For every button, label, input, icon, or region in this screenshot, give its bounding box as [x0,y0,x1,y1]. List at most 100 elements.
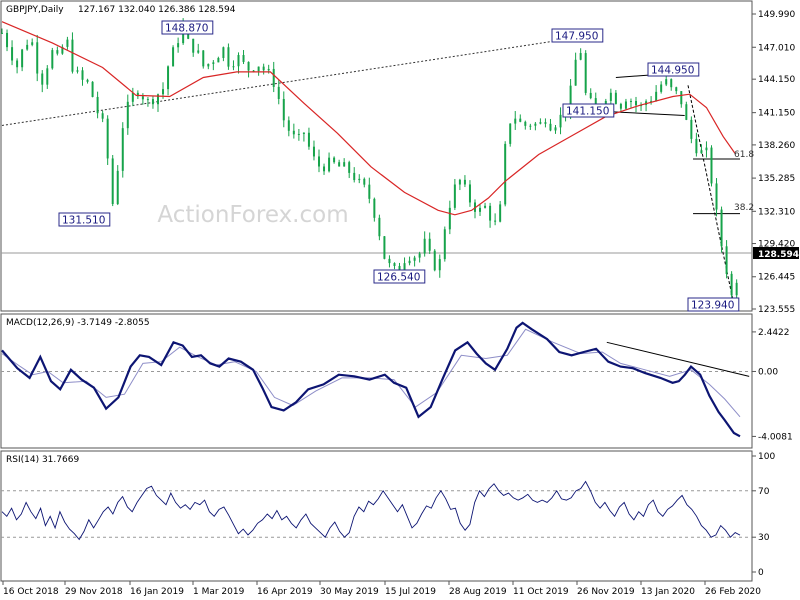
candle-body [192,38,195,53]
rsi-tick-label: 0 [758,568,764,578]
candle-body [413,257,416,261]
price-tick-label: 149.990 [758,10,795,20]
price-label-box [551,28,604,43]
candle-body [328,157,331,172]
rsi-header: RSI(14) 31.7669 [6,455,79,465]
date-tick-label: 16 Apr 2019 [257,587,313,597]
candle-body [519,118,522,122]
candle-body [247,61,250,71]
chart-header-ohlc: 127.167 132.040 126.386 128.594 [78,5,236,15]
date-tick-label: 26 Feb 2020 [705,587,761,597]
candle-body [262,66,265,71]
candle-body [670,79,673,88]
fib-labels: 61.8 38.2 [734,150,754,213]
moving-average-line [1,21,736,216]
candle-body [76,70,79,72]
candle-body [312,146,315,157]
candle-body [499,204,502,222]
price-label-box [58,212,111,227]
candle-body [51,50,54,69]
candle-body [398,265,401,272]
candle-body [433,250,436,271]
rsi-panel-frame [0,450,753,582]
price-label-box [562,103,615,118]
candle-body [730,273,733,296]
candle-body [489,205,492,221]
candle-body [629,100,632,102]
candles [1,18,738,301]
price-annotations: 148.870 131.510 126.540 147.950 144.950 141.1… [58,20,740,312]
candle-body [81,70,84,80]
price-tick-label: 141.150 [758,109,795,119]
candle-body [217,57,220,63]
last-price-tag-text: 128.594 [758,250,799,260]
rsi-line [1,480,741,541]
candle-body [141,96,144,100]
candle-body [569,85,572,114]
candle-body [318,156,321,167]
candle-body [589,92,592,99]
candle-body [534,123,537,126]
rsi-tick-label: 100 [758,452,775,462]
date-tick-label: 16 Oct 2018 [3,587,59,597]
date-tick-label: 26 Nov 2019 [577,587,635,597]
macd-line [1,321,741,438]
macd-tick-label: -4.0081 [758,432,793,442]
rsi-tick-label: 30 [758,533,770,543]
candle-body [16,60,19,68]
candle-body [549,123,552,131]
candle-body [348,162,351,173]
price-label-box [687,297,740,312]
price-tick-label: 132.310 [758,207,795,217]
rsi-y-axis: 100 70 30 0 [1,452,775,578]
candle-body [197,50,200,53]
candle-body [559,114,562,128]
macd-header: MACD(12,26,9) -3.7149 -2.8055 [6,318,150,328]
price-label-text: 126.540 [377,272,420,284]
candle-body [504,143,507,205]
candle-body [302,132,305,134]
price-tick-label: 135.285 [758,174,795,184]
candle-body [21,49,24,68]
fib-label-38.2: 38.2 [734,203,754,213]
candle-body [307,132,310,147]
candle-body [292,130,295,135]
candle-body [212,62,215,64]
candle-body [614,92,617,104]
price-tick-label: 144.150 [758,75,795,85]
candle-body [167,66,170,90]
candle-body [584,53,587,93]
price-label-box [647,62,700,77]
date-x-axis: 16 Oct 2018 29 Nov 2018 16 Jan 2019 1 Mar 2… [2,581,761,597]
candle-body [715,183,718,210]
candle-body [453,184,456,208]
candle-body [700,150,703,154]
candle-body [624,101,627,109]
macd-panel: 2.4422 0.00 -4.0081 MACD(12,26,9) -3.7149 … [0,313,793,449]
candle-body [41,73,44,85]
candle-body [162,89,165,95]
candle-body [232,66,235,68]
macd-tick-label: 0.00 [758,367,778,377]
rsi-tick-label: 70 [758,487,770,497]
price-label-box [373,269,426,284]
candle-body [554,127,557,131]
macd-tick-label: 2.4422 [758,328,790,338]
candle-body [66,39,69,47]
candle-body [393,263,396,266]
candle-body [403,263,406,272]
candle-body [383,236,386,259]
candle-body [660,84,663,92]
candle-body [172,47,175,67]
candle-body [202,50,205,67]
price-label-text: 147.950 [555,31,598,43]
macd-panel-frame [0,313,753,449]
price-label-text: 131.510 [62,215,105,227]
candle-body [46,68,49,85]
candle-body [96,96,99,114]
candle-body [91,81,94,97]
candle-body [710,147,713,184]
candle-body [101,113,104,119]
candle-body [222,47,225,58]
date-tick-label: 30 May 2019 [320,587,379,597]
